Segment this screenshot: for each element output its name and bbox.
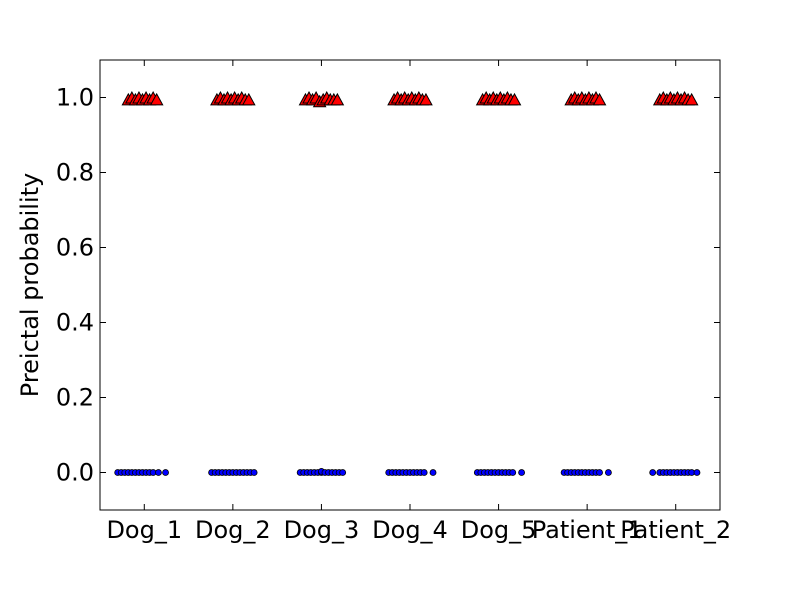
- data-point-circle: [596, 469, 603, 476]
- x-tick-label: Dog_4: [372, 516, 448, 544]
- y-tick-label: 0.4: [56, 309, 94, 337]
- data-point-circle: [155, 469, 162, 476]
- axis-ticks: 0.0 0.2 0.4 0.6 0.8 1.0 Dog_1 Dog_2 Dog_3 Dog_4 Do…: [56, 60, 731, 544]
- x-tick-label: Dog_2: [195, 516, 271, 544]
- y-tick-label: 0.6: [56, 234, 94, 262]
- data-point-circle: [339, 469, 347, 476]
- data-point-circle: [605, 469, 612, 476]
- data-point-circle: [250, 469, 258, 476]
- data-point-circle: [693, 469, 701, 476]
- plot-area: [100, 60, 720, 510]
- plot-frame: [99, 59, 721, 511]
- data-point-circle: [420, 469, 428, 476]
- data-point-circle: [509, 469, 517, 476]
- data-point-triangle: [330, 92, 345, 106]
- y-tick-label: 0.0: [56, 459, 94, 487]
- data-point-triangle: [419, 92, 433, 106]
- x-tick-label: Dog_5: [461, 516, 537, 544]
- data-point-triangle: [149, 92, 164, 106]
- x-tick-label: Dog_3: [284, 516, 360, 544]
- y-tick-label: 1.0: [56, 84, 94, 112]
- data-point-circle: [162, 469, 169, 476]
- x-tick-label: Patient_2: [620, 516, 731, 544]
- y-tick-label: 0.8: [56, 159, 94, 187]
- y-tick-label: 0.2: [56, 384, 94, 412]
- data-point-circle: [429, 469, 437, 476]
- data-point-triangle: [241, 92, 256, 106]
- data-point-triangle: [684, 92, 699, 106]
- data-point-circle: [518, 469, 525, 476]
- data-point-circle: [649, 469, 657, 476]
- data-point-triangle: [592, 92, 607, 106]
- data-point-triangle: [507, 92, 522, 106]
- x-tick-label: Patient_1: [532, 516, 643, 544]
- y-axis-label: Preictal probability: [16, 173, 44, 397]
- data-marks: [114, 90, 701, 476]
- x-tick-label: Dog_1: [106, 516, 182, 544]
